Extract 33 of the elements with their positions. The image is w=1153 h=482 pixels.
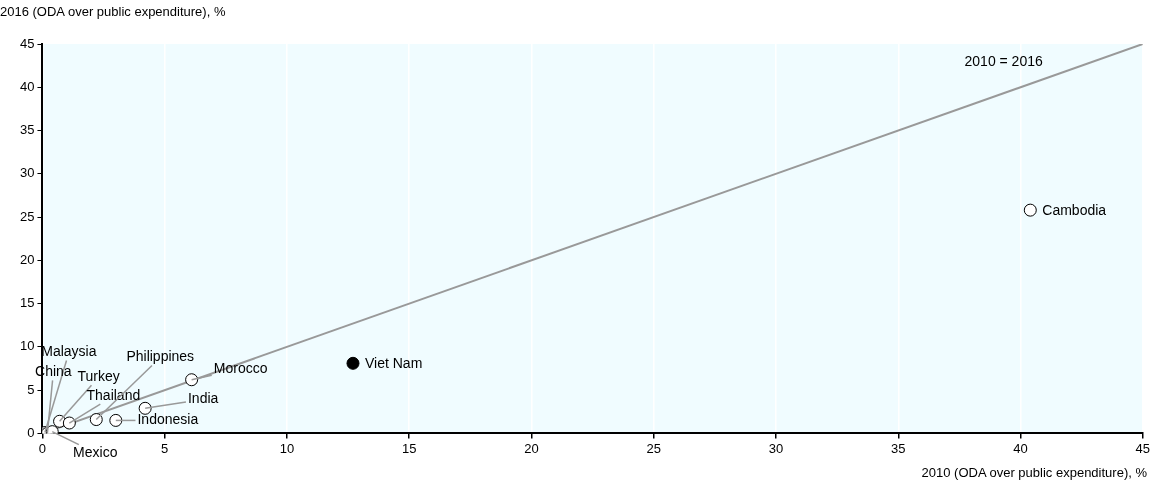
y-tick-label: 0	[27, 424, 35, 440]
y-tick-label: 25	[19, 208, 35, 224]
annotation: Mexico	[73, 443, 118, 460]
y-tick-label: 20	[19, 251, 35, 267]
x-tick-label: 15	[402, 440, 417, 456]
annotation: Indonesia	[137, 411, 199, 428]
y-tick-label: 30	[19, 165, 35, 181]
y-tick-label: 15	[19, 295, 35, 311]
y-tick-label: 5	[27, 381, 35, 397]
x-axis-title: 2010 (ODA over public expenditure), %	[921, 465, 1147, 480]
annotation: Morocco	[213, 359, 268, 376]
x-tick-label: 35	[891, 440, 906, 456]
annotation: Viet Nam	[364, 355, 423, 372]
annotation: Malaysia	[41, 343, 97, 360]
x-tick-label: 40	[1013, 440, 1028, 456]
annotation: Cambodia	[1042, 202, 1107, 218]
series-label: 2010 = 2016	[964, 52, 1043, 69]
annotation: India	[187, 390, 219, 407]
x-tick-label: 45	[1135, 440, 1150, 456]
y-axis-title: 2016 (ODA over public expenditure), %	[0, 4, 226, 19]
x-tick-label: 10	[279, 440, 295, 456]
x-tick-label: 25	[646, 440, 661, 456]
y-tick-label: 10	[19, 338, 35, 354]
x-tick-label: 20	[524, 440, 539, 456]
y-tick-label: 45	[19, 35, 35, 51]
x-tick-label: 30	[768, 440, 784, 456]
y-tick-label: 35	[19, 122, 35, 138]
x-tick-label: 0	[38, 440, 47, 456]
annotation: Turkey	[77, 368, 120, 385]
y-tick-label: 40	[19, 78, 35, 94]
annotation: Philippines	[126, 348, 195, 365]
annotation: Thailand	[86, 386, 141, 403]
x-tick-label: 5	[161, 440, 169, 456]
